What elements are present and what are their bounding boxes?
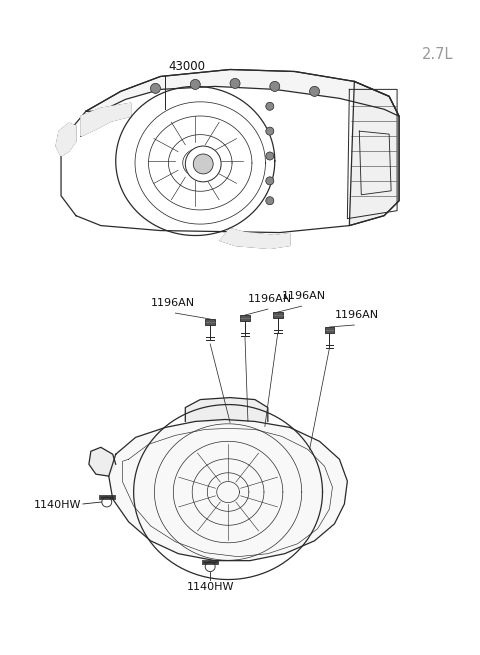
- Text: 1140HW: 1140HW: [34, 500, 81, 510]
- Circle shape: [185, 146, 221, 182]
- Circle shape: [266, 177, 274, 185]
- Text: 1140HW: 1140HW: [186, 582, 234, 591]
- Circle shape: [151, 83, 160, 94]
- FancyBboxPatch shape: [240, 315, 250, 321]
- Polygon shape: [56, 123, 76, 156]
- Circle shape: [190, 79, 200, 89]
- Polygon shape: [185, 398, 268, 421]
- Circle shape: [230, 79, 240, 88]
- Text: 1196AN: 1196AN: [282, 291, 326, 301]
- Text: 1196AN: 1196AN: [335, 310, 379, 320]
- Polygon shape: [109, 419, 348, 561]
- FancyBboxPatch shape: [324, 327, 335, 333]
- Text: 2.7L: 2.7L: [422, 47, 454, 62]
- Circle shape: [266, 152, 274, 160]
- Text: 1196AN: 1196AN: [151, 298, 195, 308]
- Circle shape: [266, 102, 274, 110]
- Text: 43000: 43000: [168, 60, 205, 73]
- Circle shape: [310, 86, 320, 96]
- Circle shape: [266, 196, 274, 205]
- FancyBboxPatch shape: [205, 319, 215, 325]
- Polygon shape: [220, 229, 290, 248]
- Polygon shape: [86, 69, 399, 116]
- Polygon shape: [349, 81, 399, 225]
- Circle shape: [270, 81, 280, 92]
- FancyBboxPatch shape: [273, 312, 283, 318]
- Circle shape: [193, 154, 213, 174]
- Polygon shape: [81, 103, 131, 136]
- Circle shape: [266, 127, 274, 135]
- Text: 1196AN: 1196AN: [248, 294, 292, 304]
- Polygon shape: [89, 447, 116, 476]
